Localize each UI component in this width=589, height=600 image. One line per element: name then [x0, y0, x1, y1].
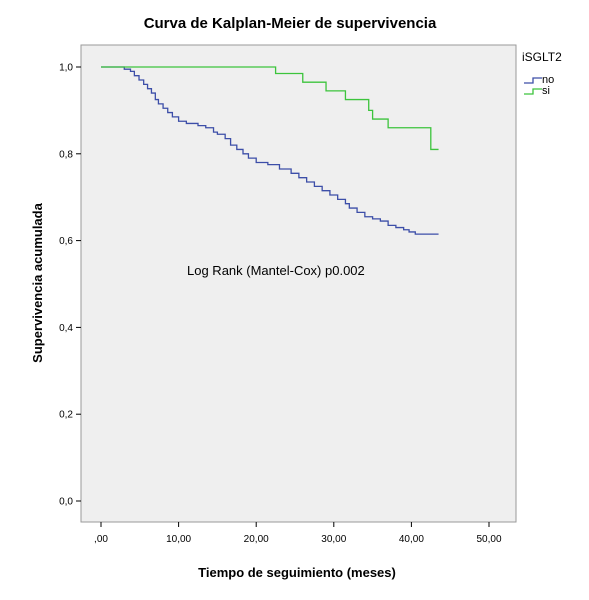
y-tick-label: 0,4	[59, 323, 73, 334]
legend-label-no: no	[542, 74, 554, 86]
x-axis: ,00 10,00 20,00 30,00 40,00 50,00	[94, 522, 502, 545]
legend-swatch-si	[524, 88, 542, 95]
x-tick-label: 10,00	[166, 534, 191, 545]
x-tick-label: 20,00	[244, 534, 269, 545]
plot-area	[80, 44, 517, 523]
y-tick-label: 0,6	[59, 236, 73, 247]
x-tick-label: 50,00	[476, 534, 501, 545]
x-axis-label: Tiempo de seguimiento (meses)	[198, 565, 396, 580]
legend-swatch-no	[524, 77, 542, 84]
x-tick-label: ,00	[94, 534, 108, 545]
y-tick-label: 0,8	[59, 149, 73, 160]
y-tick-label: 0,2	[59, 410, 73, 421]
chart-title: Curva de Kalplan-Meier de supervivencia	[144, 15, 437, 32]
y-axis-label: Supervivencia acumulada	[30, 202, 45, 362]
series-line-no	[101, 66, 439, 235]
x-tick-label: 40,00	[399, 534, 424, 545]
legend-title: iSGLT2	[522, 50, 562, 64]
y-axis: 0,0 0,2 0,4 0,6 0,8 1,0	[59, 63, 81, 508]
y-tick-label: 1,0	[59, 63, 73, 74]
x-tick-label: 30,00	[321, 534, 346, 545]
log-rank-annotation: Log Rank (Mantel-Cox) p0.002	[187, 263, 365, 278]
y-tick-label: 0,0	[59, 497, 73, 508]
legend-label-si: si	[542, 85, 550, 97]
series-layer	[101, 66, 439, 235]
series-line-si	[101, 66, 439, 151]
